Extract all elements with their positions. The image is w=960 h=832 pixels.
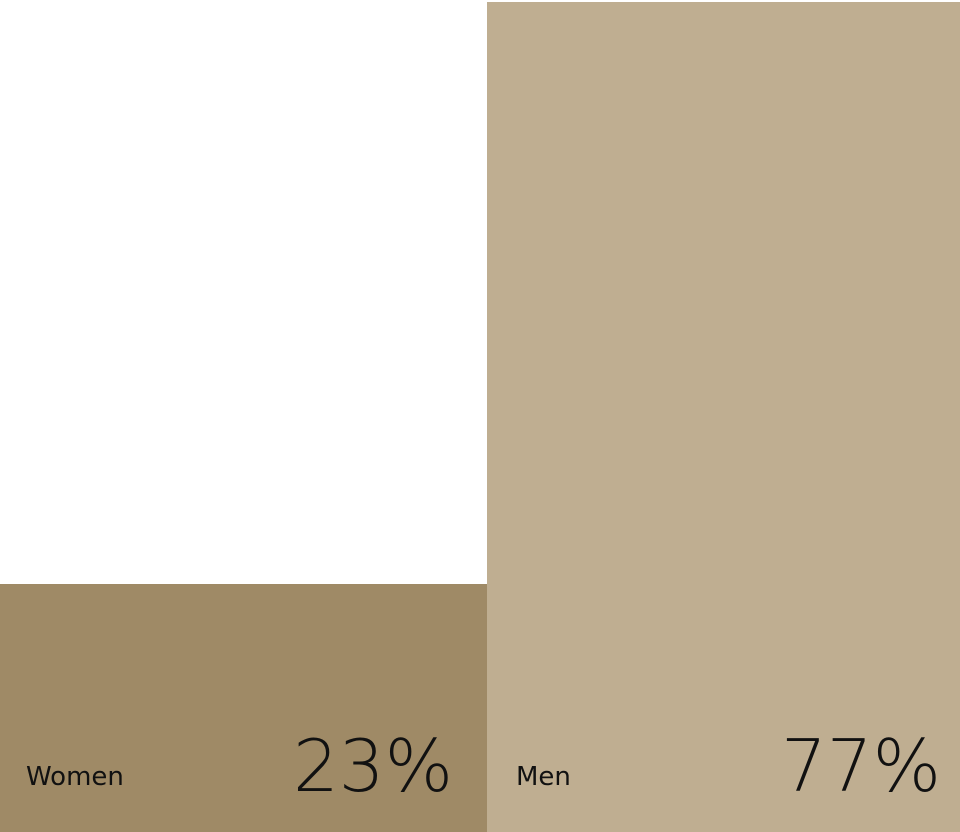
- category-label-women: Women: [26, 762, 124, 792]
- value-label-men: 77%: [780, 724, 941, 808]
- bar-men: [487, 2, 960, 832]
- category-label-men: Men: [516, 762, 571, 792]
- bar-women: [0, 584, 487, 832]
- value-label-women: 23%: [292, 724, 453, 808]
